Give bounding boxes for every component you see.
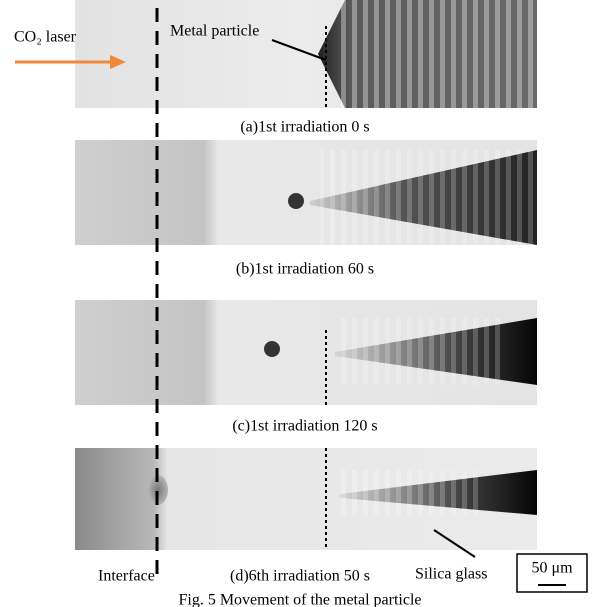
particle-label: Metal particle [170,23,259,40]
panel-caption: (a)1st irradiation 0 s [240,119,369,136]
panel-caption: (d)6th irradiation 50 s [230,568,370,585]
glass-label: Silica glass [415,566,487,583]
figure-caption: Fig. 5 Movement of the metal particle [178,592,421,607]
leader-line [433,529,476,558]
interface-label: Interface [98,568,155,585]
laser-label: CO₂ laser [14,29,77,46]
particle [288,193,304,209]
stripes [340,0,537,108]
particle [264,341,280,357]
stripes [335,318,500,385]
arrow-head [110,55,126,69]
scale-label: 50 μm [531,560,573,577]
stripes [320,150,537,245]
panel-images [75,0,537,550]
leader-line [271,39,327,61]
particle [148,475,168,505]
panel-caption: (c)1st irradiation 120 s [232,418,377,435]
panel-caption: (b)1st irradiation 60 s [236,261,374,278]
stripes [340,470,480,515]
